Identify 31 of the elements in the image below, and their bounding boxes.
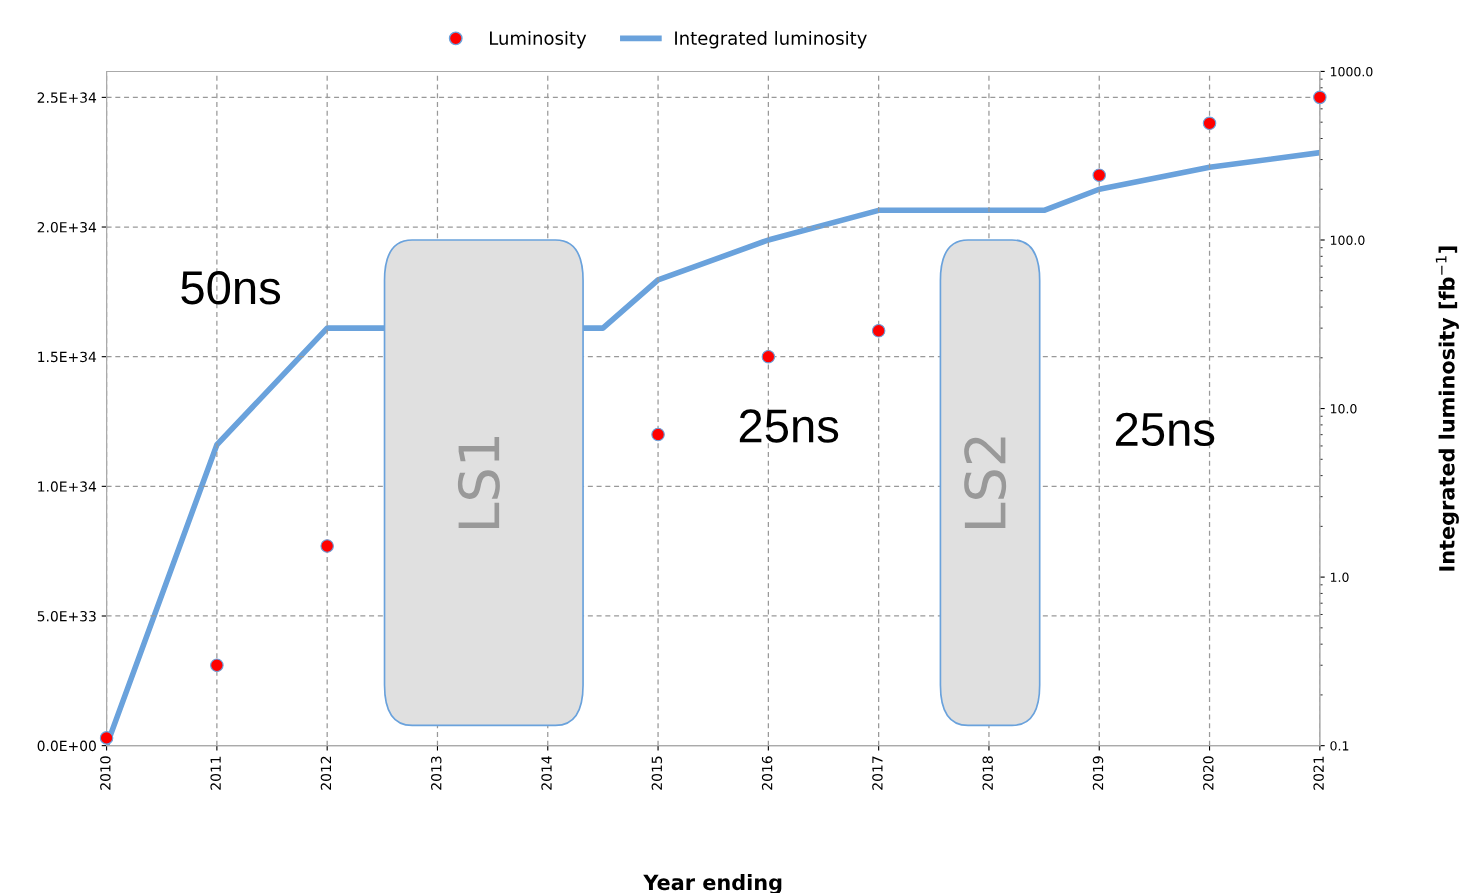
x-tick-label: 2010 xyxy=(100,756,111,790)
y2-axis-title: Integrated luminosity [fb$^{−1}$] xyxy=(1435,246,1459,571)
y-tick-label: 2.5E+34 xyxy=(37,92,97,103)
annotation: 25ns xyxy=(1115,412,1215,447)
x-tick-label: 2020 xyxy=(1203,756,1214,790)
y-tick-label: 1.5E+34 xyxy=(38,351,97,363)
y-tick-label: 5.0E+33 xyxy=(37,610,96,622)
y2-tick-label: 100.0 xyxy=(1330,235,1365,245)
y2-tick-label: 0.1 xyxy=(1330,741,1349,751)
x-tick-label: 2016 xyxy=(761,756,773,790)
legend-label: Luminosity xyxy=(490,30,587,49)
y-tick-label: 2.0E+34 xyxy=(37,222,97,233)
x-tick-label: 2012 xyxy=(320,756,332,790)
x-tick-label: 2015 xyxy=(651,756,663,790)
y2-tick-label: 10.0 xyxy=(1330,404,1357,414)
x-tick-label: 2017 xyxy=(872,756,883,790)
x-tick-label: 2019 xyxy=(1092,756,1104,790)
legend-label: Integrated luminosity xyxy=(675,30,867,49)
annotation: 25ns xyxy=(739,409,839,443)
band-label: LS1 xyxy=(457,437,500,529)
x-tick-label: 2021 xyxy=(1313,756,1324,790)
y2-tick-label: 1000.0 xyxy=(1330,66,1373,77)
y-tick-label: 0.0E+00 xyxy=(37,740,96,752)
x-tick-label: 2011 xyxy=(210,756,221,790)
x-tick-label: 2018 xyxy=(982,756,993,790)
y2-tick-label: 1.0 xyxy=(1330,572,1349,583)
x-tick-label: 2014 xyxy=(541,756,552,790)
annotation: 50ns xyxy=(181,271,281,305)
y-tick-label: 1.0E+34 xyxy=(38,481,97,492)
band-label: LS2 xyxy=(964,437,1007,529)
x-tick-label: 2013 xyxy=(430,756,442,790)
